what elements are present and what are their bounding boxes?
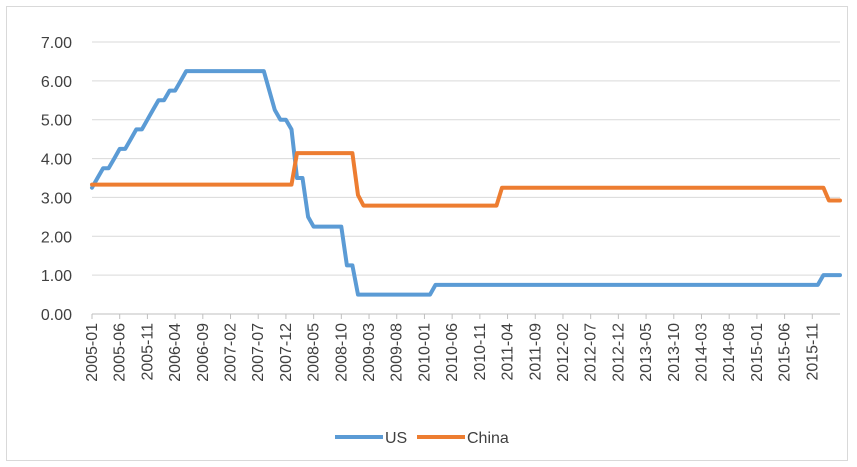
x-tick-label: 2005-01 <box>84 323 101 382</box>
x-tick-label: 2007-02 <box>223 323 240 382</box>
legend-label-china: China <box>467 430 509 447</box>
x-tick-label: 2014-08 <box>721 323 738 382</box>
x-tick-label: 2011-09 <box>527 323 544 381</box>
x-tick-label: 2005-06 <box>112 323 129 382</box>
y-axis-tick-labels: 0.00 1.00 2.00 3.00 4.00 5.00 6.00 7.00 <box>41 35 72 324</box>
gridlines <box>92 41 840 315</box>
x-tick-label: 2007-07 <box>250 323 267 382</box>
x-tick-label: 2015-06 <box>777 323 794 382</box>
x-tick-label: 2010-01 <box>416 323 433 382</box>
series-lines <box>90 69 842 297</box>
legend-label-us: US <box>385 430 407 447</box>
x-tick-label: 2014-03 <box>693 323 710 382</box>
x-tick-label: 2012-02 <box>555 323 572 382</box>
y-tick-label: 4.00 <box>41 152 72 169</box>
x-tick-label: 2012-12 <box>610 323 627 382</box>
x-tick-label: 2015-11 <box>804 323 821 381</box>
x-tick-label: 2008-05 <box>306 323 323 382</box>
series-line-us <box>90 69 842 297</box>
x-tick-label: 2006-09 <box>195 323 212 382</box>
x-tick-label: 2013-05 <box>638 323 655 382</box>
legend: US China <box>335 430 509 447</box>
x-tick-label: 2010-11 <box>472 323 489 381</box>
x-tick-label: 2008-10 <box>333 323 350 382</box>
x-tick-label: 2011-04 <box>500 323 517 381</box>
y-tick-label: 5.00 <box>41 113 72 130</box>
y-tick-label: 2.00 <box>41 229 72 246</box>
y-tick-label: 1.00 <box>41 268 72 285</box>
x-tick-label: 2006-04 <box>167 323 184 382</box>
x-tick-label: 2010-06 <box>444 323 461 382</box>
x-tick-label: 2009-03 <box>361 323 378 382</box>
x-tick-label: 2015-01 <box>749 323 766 382</box>
x-tick-label: 2005-11 <box>139 323 156 381</box>
series-line-china <box>90 151 842 208</box>
x-tick-label: 2013-10 <box>666 323 683 382</box>
x-tick-label: 2009-08 <box>389 323 406 382</box>
y-tick-label: 7.00 <box>41 35 72 52</box>
x-axis-tick-labels: 2005-01 2005-06 2005-11 2006-04 2006-09 2007-… <box>84 314 821 382</box>
y-tick-label: 3.00 <box>41 190 72 207</box>
y-tick-label: 0.00 <box>41 307 72 324</box>
x-tick-label: 2007-12 <box>278 323 295 382</box>
y-tick-label: 6.00 <box>41 74 72 91</box>
x-tick-label: 2012-07 <box>583 323 600 382</box>
chart-area <box>6 6 848 461</box>
